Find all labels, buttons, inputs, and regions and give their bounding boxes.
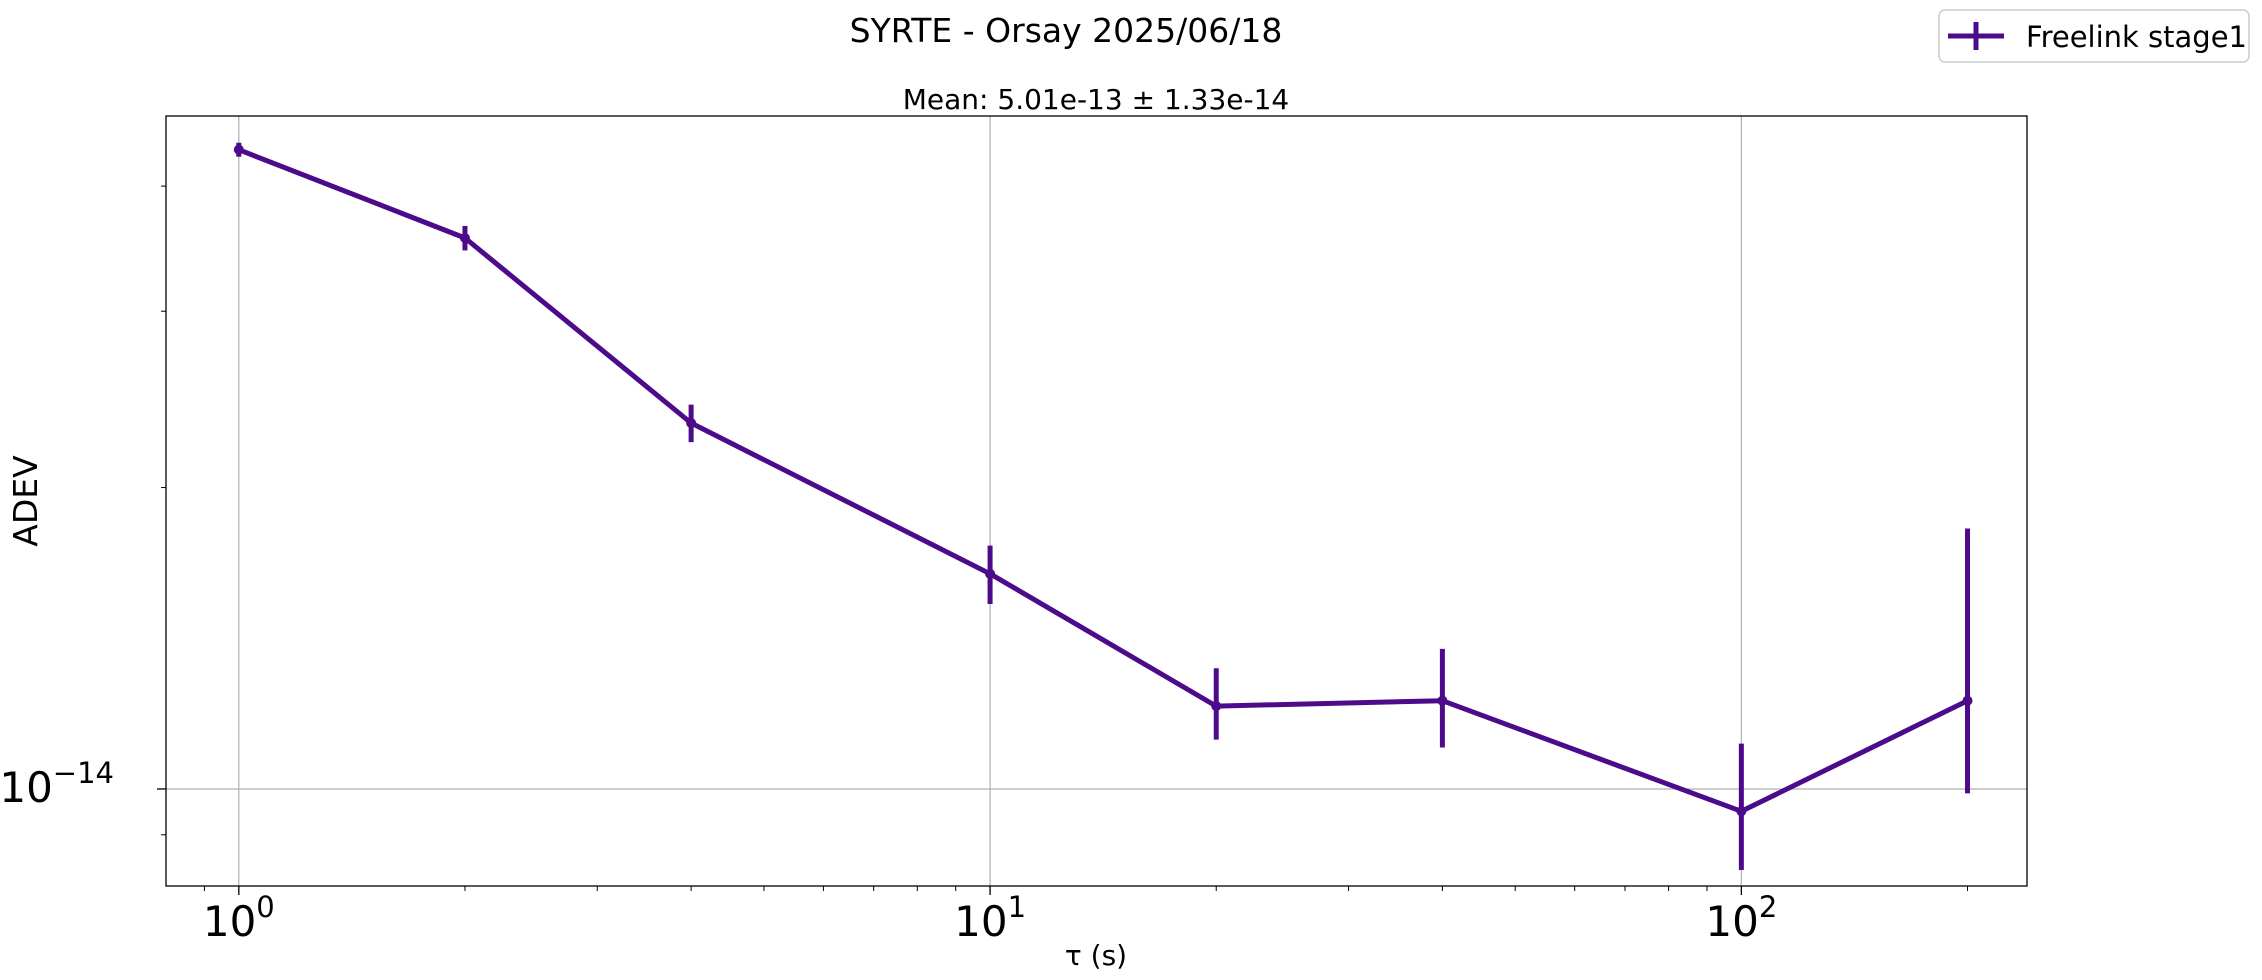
plot-frame [165,115,2028,887]
y-axis-label: ADEV [6,455,45,547]
data-point [1211,701,1222,712]
y-tick-label: 10−14 [0,756,114,812]
data-point [233,144,244,155]
data-point [1437,695,1448,706]
minor-ticks [161,185,1969,891]
x-tick-label: 100 [203,890,275,946]
data-point [459,233,470,244]
data-point [1736,806,1747,817]
chart-subtitle: Mean: 5.01e-13 ± 1.33e-14 [903,83,1290,116]
x-tick-label: 101 [954,890,1026,946]
x-tick-label: 102 [1705,890,1777,946]
grid-lines [166,116,2027,886]
data-point [1962,695,1973,706]
series-line [237,147,1969,814]
data-point [686,418,697,429]
legend-frame [1938,9,2250,63]
legend: Freelink stage1 [1938,9,2250,63]
x-axis-label: τ (s) [1065,939,1127,972]
data-point [985,568,996,579]
major-ticks: 100 101 102 10−14 [0,756,1777,946]
series-layer [233,142,1973,870]
legend-label: Freelink stage1 [2026,20,2247,54]
chart-title: SYRTE - Orsay 2025/06/18 [850,11,1283,50]
